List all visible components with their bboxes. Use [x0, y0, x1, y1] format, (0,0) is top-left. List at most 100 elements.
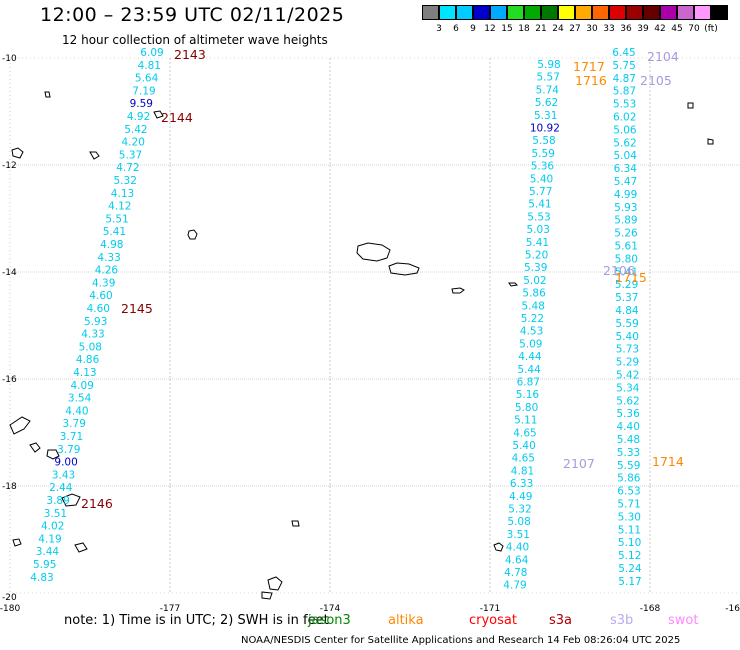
- pass-id-label: 2107: [563, 456, 595, 471]
- pass-id-label: 1714: [652, 454, 684, 469]
- scale-swatch: [609, 5, 626, 20]
- scale-swatch: [456, 5, 473, 20]
- scale-label: 42: [654, 24, 666, 34]
- wave-height-value: 4.33: [81, 329, 104, 341]
- grid-cell: [169, 271, 331, 380]
- wave-height-value: 5.42: [616, 370, 639, 382]
- grid-cell: [489, 57, 651, 166]
- grid-cell: [489, 485, 651, 594]
- wave-height-value: 5.36: [616, 408, 640, 420]
- wave-height-value: 5.32: [114, 175, 137, 187]
- wave-height-value: 5.40: [530, 173, 553, 185]
- wave-height-value: 4.20: [122, 137, 145, 149]
- wave-height-value: 4.40: [617, 421, 640, 433]
- wave-height-value: 5.87: [613, 86, 636, 98]
- grid-cell: [649, 57, 740, 166]
- satellite-legend-item: altika: [388, 613, 424, 628]
- wave-height-value: 6.34: [614, 163, 638, 175]
- grid-cell: [169, 378, 331, 487]
- wave-height-value: 5.93: [614, 202, 637, 214]
- wave-height-value: 5.32: [508, 504, 531, 516]
- scale-label: 30: [586, 24, 598, 34]
- satellite-legend-item: jason3: [308, 613, 351, 628]
- grid-cell: [329, 164, 491, 273]
- grid-cell: [649, 271, 740, 380]
- grid-cell: [649, 378, 740, 487]
- scale-swatch: [507, 5, 524, 20]
- upolu-island: [356, 242, 391, 262]
- wave-height-value: 3.89: [46, 495, 69, 507]
- wave-height-value: 6.02: [613, 112, 636, 124]
- scale-swatch: [592, 5, 609, 20]
- wave-height-value: 4.98: [100, 239, 123, 251]
- wave-height-value: 5.71: [617, 499, 640, 511]
- scale-swatch: [694, 5, 711, 20]
- scale-swatch: [524, 5, 541, 20]
- grid-cell: [489, 378, 651, 487]
- satellite-legend-item: s3a: [549, 613, 573, 628]
- wave-height-value: 5.37: [615, 292, 638, 304]
- map-subtitle: 12 hour collection of altimeter wave hei…: [62, 33, 328, 47]
- grid-cell: [169, 164, 331, 273]
- wave-height-value: 5.75: [612, 60, 635, 72]
- pass-id-label: 2144: [161, 110, 193, 125]
- x-tick-label: -171: [480, 604, 500, 614]
- wave-height-value: 7.19: [132, 85, 155, 97]
- scale-swatch: [541, 5, 558, 20]
- wave-height-value: 10.92: [530, 123, 560, 135]
- lat-lon-grid: [9, 57, 740, 594]
- island-outlines: [9, 91, 714, 600]
- x-tick-label: -174: [320, 604, 341, 614]
- y-tick-label: -10: [2, 54, 17, 64]
- wave-height-value: 5.12: [618, 550, 641, 562]
- satellite-legend-item: cryosat: [469, 613, 517, 628]
- wave-height-value: 4.81: [138, 60, 161, 72]
- grid-cell: [9, 271, 171, 380]
- small-island-d: [89, 151, 100, 160]
- wave-height-value: 5.41: [103, 226, 126, 238]
- wave-height-value: 3.79: [63, 418, 86, 430]
- y-axis-ticks: -10 -12 -14 -16 -18 -20: [2, 54, 17, 603]
- wave-height-value: 5.53: [527, 211, 550, 223]
- wave-height-value: 4.84: [615, 305, 639, 317]
- small-island-b: [493, 542, 504, 552]
- wave-height-value: 5.64: [135, 73, 159, 85]
- wave-height-value: 5.26: [614, 228, 638, 240]
- scale-label: 21: [535, 24, 547, 34]
- wave-height-value: 5.77: [529, 186, 552, 198]
- wave-height-value: 5.41: [528, 199, 551, 211]
- grid-cell: [169, 57, 331, 166]
- x-axis-ticks: -180 -177 -174 -171 -168 -16: [0, 604, 740, 614]
- scale-label: 39: [637, 24, 649, 34]
- pass-id-label: 1716: [575, 73, 607, 88]
- pass-id-label: 2105: [640, 73, 672, 88]
- wave-height-value: 4.64: [505, 554, 529, 566]
- grid-cell: [329, 485, 491, 594]
- scale-label: 3: [436, 24, 442, 34]
- scale-label: 27: [569, 24, 581, 34]
- wave-height-value: 5.42: [124, 124, 147, 136]
- grid-cell: [329, 271, 491, 380]
- scale-swatch: [575, 5, 592, 20]
- wave-height-value: 4.65: [512, 453, 535, 465]
- wave-height-value: 4.87: [613, 73, 636, 85]
- wave-height-value: 5.31: [534, 110, 557, 122]
- scale-swatch: [490, 5, 507, 20]
- scale-label: (ft): [704, 24, 718, 34]
- wave-height-value: 5.24: [618, 563, 642, 575]
- grid-cell: [649, 164, 740, 273]
- wave-height-value: 5.11: [618, 524, 641, 536]
- wave-height-value: 5.22: [521, 313, 544, 325]
- x-tick-label: -16: [725, 604, 740, 614]
- wave-height-value: 4.13: [111, 188, 134, 200]
- pass-id-label: 1715: [615, 270, 647, 285]
- wave-height-value: 4.99: [614, 189, 637, 201]
- small-island-a: [508, 282, 519, 287]
- wave-height-value: 5.44: [517, 364, 541, 376]
- x-tick-label: -168: [640, 604, 661, 614]
- wave-height-value: 5.73: [616, 344, 639, 356]
- y-tick-label: -18: [2, 482, 17, 492]
- wave-height-value: 5.62: [613, 137, 636, 149]
- y-tick-label: -20: [2, 593, 17, 603]
- tonga-reef-1: [267, 576, 283, 591]
